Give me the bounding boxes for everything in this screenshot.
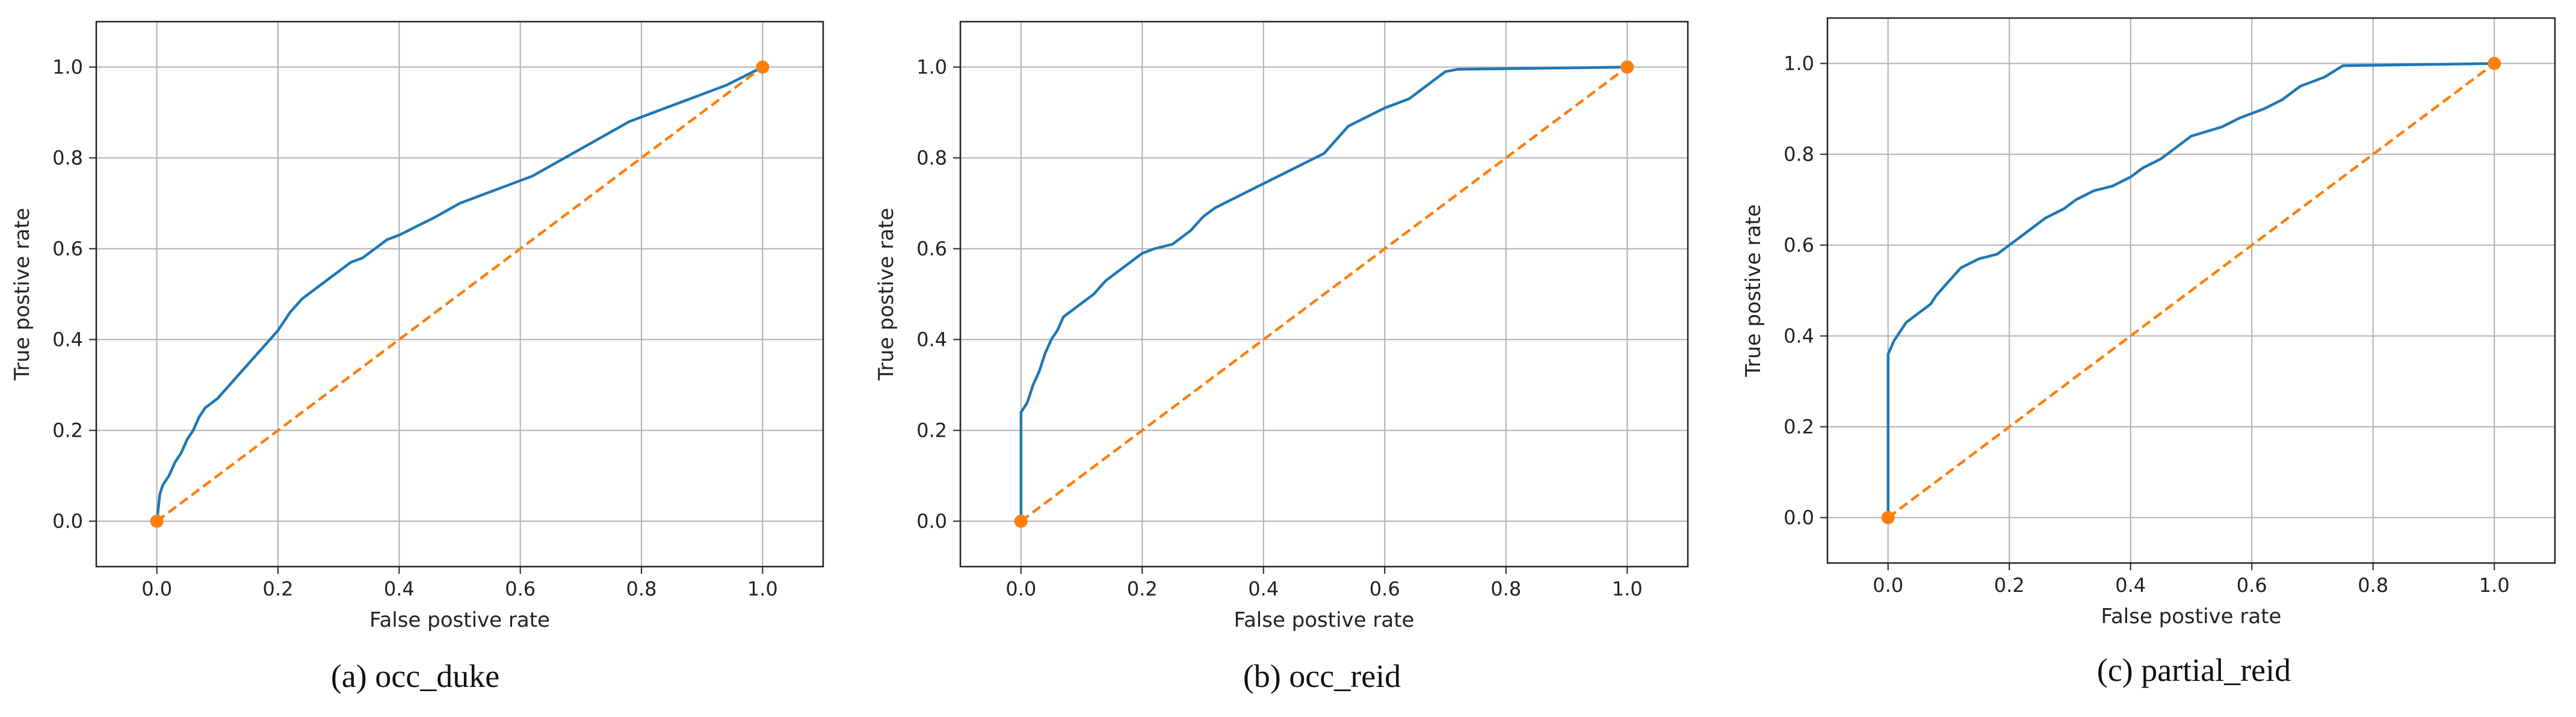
x-tick-label: 0.4 bbox=[1248, 577, 1279, 600]
chance-line-marker bbox=[1881, 511, 1895, 525]
x-tick-label: 0.8 bbox=[1490, 577, 1521, 600]
y-axis-label: True postive rate bbox=[1741, 205, 1765, 378]
y-axis-label: True postive rate bbox=[10, 208, 34, 381]
chance-line bbox=[1020, 66, 1628, 523]
y-axis-label: True postive rate bbox=[874, 208, 898, 381]
x-tick-label: 0.4 bbox=[2115, 574, 2146, 597]
y-tick-label: 0.2 bbox=[1784, 416, 1814, 439]
y-tick-label: 0.6 bbox=[1784, 234, 1814, 257]
y-tick-label: 0.2 bbox=[916, 419, 947, 442]
subfigure-caption: (a) occ_duke bbox=[331, 658, 499, 694]
x-tick-label: 0.2 bbox=[1994, 574, 2025, 597]
x-tick-label: 0.6 bbox=[1370, 577, 1400, 600]
plot-frame bbox=[1826, 17, 2556, 564]
y-tick-label: 0.0 bbox=[1784, 506, 1814, 529]
x-axis-label: False postive rate bbox=[369, 608, 550, 632]
y-tick-label: 0.8 bbox=[1784, 143, 1814, 166]
roc-curve bbox=[155, 66, 764, 522]
plot-frame bbox=[95, 20, 824, 568]
y-tick-label: 0.6 bbox=[916, 238, 947, 260]
roc-curve bbox=[1019, 66, 1628, 522]
chart-panel-2: 0.0 0.2 0.4 0.6 0.8 1.0 0.0 0.2 0.4 0.6 0.8 1.0 Fals… bbox=[874, 20, 1689, 694]
x-tick-label: 1.0 bbox=[1612, 577, 1643, 600]
y-tick-label: 0.8 bbox=[916, 147, 947, 170]
chart-panel-3: 0.0 0.2 0.4 0.6 0.8 1.0 0.0 0.2 0.4 0.6 0.8 1.0 Fals… bbox=[1741, 17, 2556, 688]
x-axis-label: False postive rate bbox=[2101, 605, 2282, 629]
x-tick-label: 1.0 bbox=[747, 577, 778, 600]
chance-line-marker bbox=[150, 514, 164, 528]
x-tick-label: 0.8 bbox=[626, 577, 657, 600]
x-tick-label: 0.2 bbox=[1127, 577, 1158, 600]
x-tick-label: 0.0 bbox=[1873, 574, 1903, 597]
x-tick-label: 0.6 bbox=[505, 577, 536, 600]
chance-line-marker bbox=[1620, 60, 1634, 74]
chance-line bbox=[156, 66, 764, 523]
y-tick-label: 1.0 bbox=[916, 56, 947, 79]
y-tick-label: 0.6 bbox=[52, 238, 83, 260]
x-tick-label: 0.0 bbox=[1005, 577, 1036, 600]
y-tick-label: 0.8 bbox=[52, 147, 83, 170]
x-axis-label: False postive rate bbox=[1234, 608, 1415, 632]
x-tick-label: 1.0 bbox=[2479, 574, 2510, 597]
chart-panel-1: 0.0 0.2 0.4 0.6 0.8 1.0 0.0 0.2 0.4 0.6 0.8 1.0 Fals… bbox=[10, 20, 824, 694]
y-tick-label: 0.4 bbox=[916, 328, 947, 351]
plot-frame bbox=[959, 20, 1689, 568]
x-tick-label: 0.0 bbox=[141, 577, 172, 600]
chance-line-marker bbox=[756, 60, 770, 74]
y-tick-label: 1.0 bbox=[52, 56, 83, 79]
subfigure-caption: (c) partial_reid bbox=[2097, 652, 2291, 688]
subfigure-caption: (b) occ_reid bbox=[1243, 658, 1401, 694]
y-tick-label: 0.2 bbox=[52, 419, 83, 442]
y-tick-label: 0.0 bbox=[52, 510, 83, 533]
x-tick-label: 0.4 bbox=[384, 577, 415, 600]
y-tick-label: 0.4 bbox=[52, 328, 83, 351]
x-tick-label: 0.6 bbox=[2237, 574, 2267, 597]
x-tick-label: 0.2 bbox=[263, 577, 294, 600]
y-tick-label: 0.0 bbox=[916, 510, 947, 533]
y-tick-label: 1.0 bbox=[1784, 52, 1814, 75]
y-tick-label: 0.4 bbox=[1784, 325, 1814, 348]
chance-line-marker bbox=[2488, 57, 2501, 70]
roc-curve bbox=[1886, 62, 2495, 518]
chance-line bbox=[1887, 62, 2495, 519]
x-tick-label: 0.8 bbox=[2358, 574, 2388, 597]
chance-line-marker bbox=[1014, 514, 1028, 528]
